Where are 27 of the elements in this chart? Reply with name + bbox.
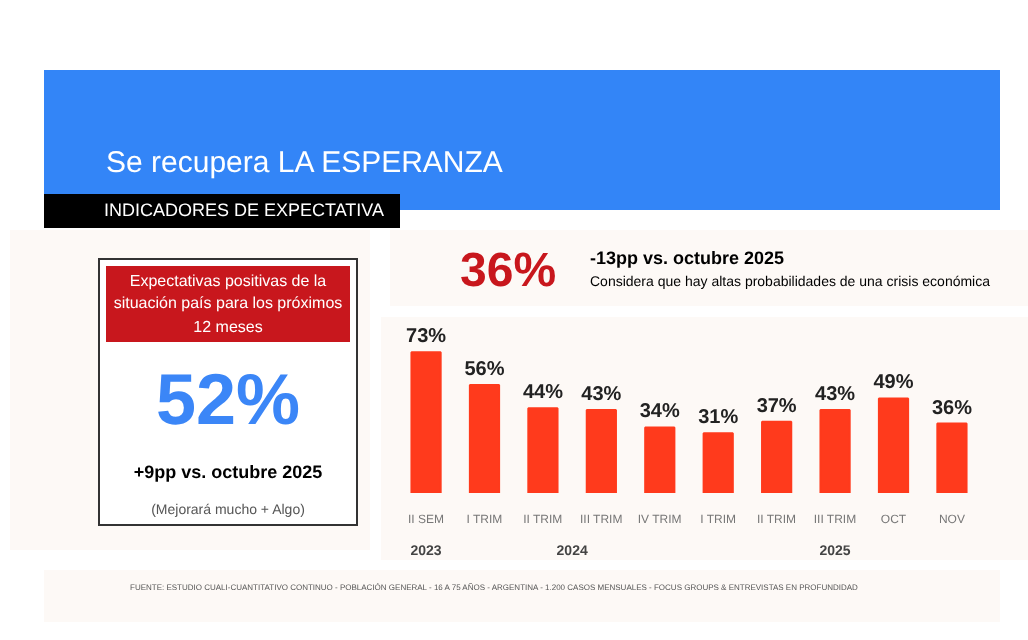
bar — [936, 422, 968, 493]
bar — [468, 383, 501, 493]
data-label: 34% — [639, 401, 681, 424]
data-label: 56% — [464, 358, 505, 381]
data-label: 36% — [931, 397, 973, 420]
text: +9pp vs. octubre 2025 — [131, 459, 325, 486]
data-label: 49% — [873, 372, 914, 395]
data-label: 43% — [581, 384, 622, 407]
bar — [644, 426, 676, 493]
bar — [585, 409, 617, 493]
bar — [877, 397, 910, 493]
bar — [761, 420, 793, 493]
bar — [702, 432, 734, 493]
data-label: 43% — [815, 384, 856, 407]
data-label: 37% — [756, 395, 797, 418]
text: -13pp vs. octubre 2025 — [590, 246, 785, 272]
bar — [527, 407, 559, 493]
text: INDICADORES DE EXPECTATIVA — [44, 194, 401, 228]
data-label: 31% — [698, 407, 739, 430]
data-label: 44% — [522, 382, 564, 405]
data-label: 73% — [406, 326, 447, 349]
text: Expectativas positivas de la situación país para los próximos 12 meses — [106, 266, 350, 343]
text: 36% — [460, 242, 557, 302]
bar — [819, 409, 851, 493]
text: 52% — [153, 356, 303, 445]
bar — [410, 351, 442, 493]
chart-title: Se recupera LA ESPERANZA — [106, 144, 503, 184]
